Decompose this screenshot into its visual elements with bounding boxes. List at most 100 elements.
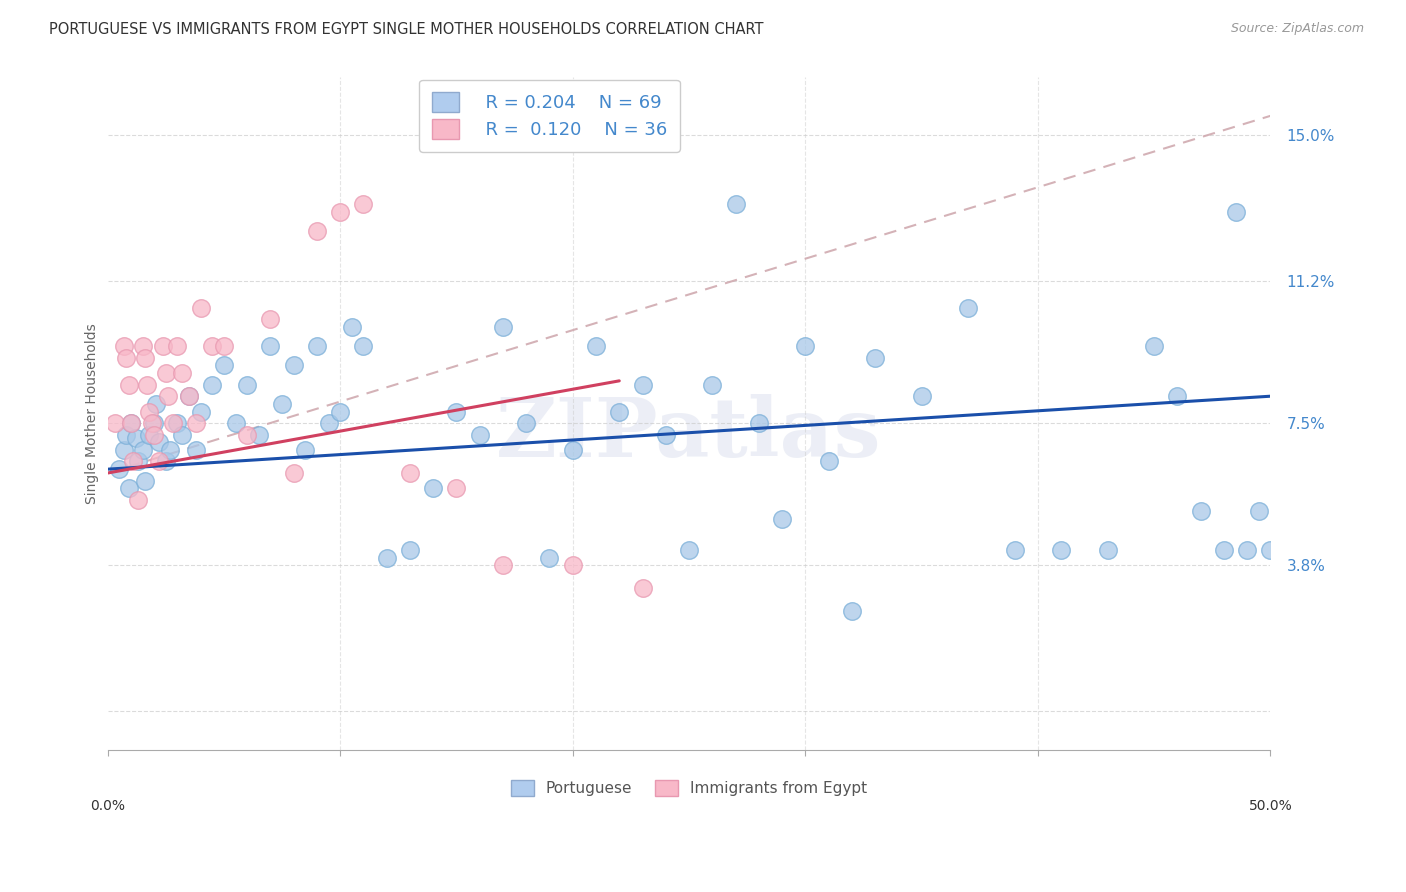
- Point: [1097, 542, 1119, 557]
- Point: [138, 404, 160, 418]
- Point: [399, 466, 422, 480]
- Point: [1143, 339, 1166, 353]
- Point: [957, 301, 980, 315]
- Point: [177, 389, 200, 403]
- Point: [127, 492, 149, 507]
- Point: [422, 482, 444, 496]
- Point: [863, 351, 886, 365]
- Point: [166, 339, 188, 353]
- Point: [247, 427, 270, 442]
- Text: Source: ZipAtlas.com: Source: ZipAtlas.com: [1230, 22, 1364, 36]
- Point: [134, 474, 156, 488]
- Point: [1225, 205, 1247, 219]
- Point: [655, 427, 678, 442]
- Text: 50.0%: 50.0%: [1249, 799, 1292, 814]
- Point: [148, 454, 170, 468]
- Point: [134, 351, 156, 365]
- Point: [115, 427, 138, 442]
- Point: [166, 416, 188, 430]
- Text: PORTUGUESE VS IMMIGRANTS FROM EGYPT SINGLE MOTHER HOUSEHOLDS CORRELATION CHART: PORTUGUESE VS IMMIGRANTS FROM EGYPT SING…: [49, 22, 763, 37]
- Point: [607, 404, 630, 418]
- Legend: Portuguese, Immigrants from Egypt: Portuguese, Immigrants from Egypt: [505, 774, 873, 803]
- Point: [1247, 504, 1270, 518]
- Point: [184, 416, 207, 430]
- Point: [585, 339, 607, 353]
- Point: [136, 377, 159, 392]
- Point: [446, 404, 468, 418]
- Point: [340, 320, 363, 334]
- Point: [561, 442, 583, 457]
- Point: [225, 416, 247, 430]
- Point: [446, 482, 468, 496]
- Point: [236, 377, 259, 392]
- Point: [375, 550, 398, 565]
- Point: [770, 512, 793, 526]
- Point: [794, 339, 817, 353]
- Point: [236, 427, 259, 442]
- Point: [748, 416, 770, 430]
- Point: [127, 454, 149, 468]
- Point: [1260, 542, 1282, 557]
- Point: [170, 427, 193, 442]
- Point: [294, 442, 316, 457]
- Point: [631, 377, 654, 392]
- Point: [212, 359, 235, 373]
- Point: [115, 351, 138, 365]
- Text: ZIPatlas: ZIPatlas: [496, 393, 882, 474]
- Point: [399, 542, 422, 557]
- Point: [318, 416, 340, 430]
- Point: [201, 377, 224, 392]
- Point: [152, 339, 174, 353]
- Point: [1166, 389, 1188, 403]
- Point: [141, 416, 163, 430]
- Point: [159, 442, 181, 457]
- Point: [120, 416, 142, 430]
- Point: [305, 224, 328, 238]
- Point: [283, 466, 305, 480]
- Point: [117, 482, 139, 496]
- Point: [1189, 504, 1212, 518]
- Point: [305, 339, 328, 353]
- Point: [143, 416, 166, 430]
- Point: [1004, 542, 1026, 557]
- Point: [1236, 542, 1258, 557]
- Point: [1212, 542, 1234, 557]
- Point: [117, 377, 139, 392]
- Point: [155, 454, 177, 468]
- Point: [157, 389, 180, 403]
- Point: [112, 339, 135, 353]
- Point: [259, 312, 281, 326]
- Point: [120, 416, 142, 430]
- Point: [329, 205, 352, 219]
- Point: [352, 197, 374, 211]
- Point: [145, 397, 167, 411]
- Point: [1050, 542, 1073, 557]
- Point: [112, 442, 135, 457]
- Point: [841, 604, 863, 618]
- Point: [352, 339, 374, 353]
- Y-axis label: Single Mother Households: Single Mother Households: [86, 323, 100, 504]
- Point: [131, 442, 153, 457]
- Point: [492, 558, 515, 573]
- Point: [678, 542, 700, 557]
- Point: [108, 462, 131, 476]
- Point: [259, 339, 281, 353]
- Point: [190, 301, 212, 315]
- Point: [170, 366, 193, 380]
- Point: [702, 377, 724, 392]
- Text: 0.0%: 0.0%: [90, 799, 125, 814]
- Point: [561, 558, 583, 573]
- Point: [184, 442, 207, 457]
- Point: [138, 427, 160, 442]
- Point: [329, 404, 352, 418]
- Point: [122, 454, 145, 468]
- Point: [538, 550, 561, 565]
- Point: [190, 404, 212, 418]
- Point: [104, 416, 127, 430]
- Point: [817, 454, 839, 468]
- Point: [124, 432, 146, 446]
- Point: [271, 397, 294, 411]
- Point: [148, 435, 170, 450]
- Point: [155, 366, 177, 380]
- Point: [201, 339, 224, 353]
